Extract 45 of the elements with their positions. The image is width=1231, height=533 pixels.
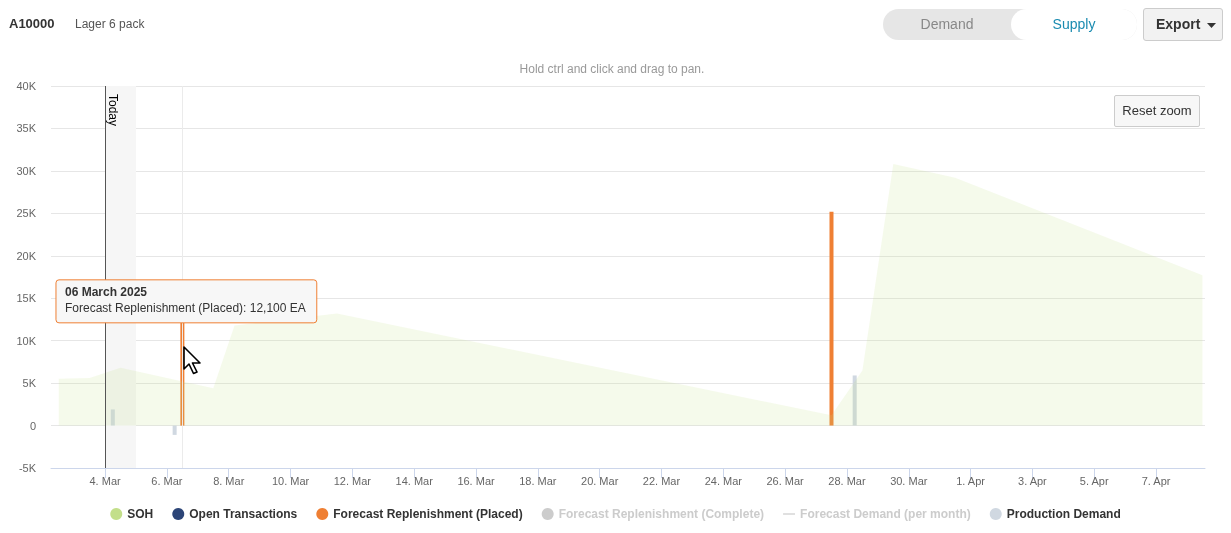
legend-label: Production Demand — [1006, 507, 1121, 521]
x-tick-label: 28. Mar — [828, 474, 866, 487]
bar — [172, 425, 177, 435]
x-tick-label: 3. Apr — [1018, 474, 1048, 487]
y-tick-label: 0 — [29, 419, 36, 432]
y-tick-label: 40K — [16, 80, 37, 92]
y-tick-label: -5K — [18, 462, 37, 474]
y-tick-label: 15K — [16, 292, 37, 305]
legend-label: SOH — [127, 507, 154, 521]
x-tick-label: 12. Mar — [333, 474, 372, 487]
y-tick-label: 5K — [22, 377, 37, 390]
x-tick-label: 16. Mar — [457, 474, 495, 487]
x-tick-label: 26. Mar — [766, 474, 805, 487]
text: Hold ctrl and click and drag to pan. — [518, 62, 706, 76]
x-tick-label: 8. Mar — [213, 474, 245, 487]
x-tick-label: 6. Mar — [151, 474, 183, 487]
bar — [852, 375, 857, 426]
bar — [110, 409, 115, 426]
x-tick-label: 24. Mar — [704, 474, 743, 487]
bar — [829, 211, 834, 426]
x-tick-label: 10. Mar — [271, 474, 310, 487]
x-tick-label: 22. Mar — [642, 474, 681, 487]
annotation: Forecast Replenishment (Placed): 12,100 EA — [64, 300, 306, 315]
reset-zoom-button: Reset zoom — [1114, 95, 1200, 127]
y-tick-label: 25K — [16, 207, 37, 220]
x-tick-label: 4. Mar — [89, 474, 122, 487]
x-tick-label: 1. Apr — [956, 474, 986, 487]
y-tick-label: 20K — [16, 249, 37, 262]
chart-title: A10000 — [9, 16, 55, 31]
x-tick-label: 30. Mar — [890, 474, 928, 487]
legend-label: Forecast Replenishment (Placed) — [333, 507, 523, 521]
annotation: 06 March 2025 — [64, 284, 148, 299]
x-tick-label: 18. Mar — [519, 474, 557, 487]
export-button: Export — [1143, 8, 1223, 41]
x-tick-label: 20. Mar — [581, 474, 619, 487]
y-tick-label: 30K — [16, 164, 37, 177]
y-tick-label: 35K — [16, 122, 37, 135]
x-tick-label: 5. Apr — [1079, 474, 1109, 487]
x-tick-label: 14. Mar — [395, 474, 434, 487]
chart-subtitle: Lager 6 pack — [75, 17, 145, 31]
legend-label: Open Transactions — [189, 507, 298, 521]
y-tick-label: 10K — [16, 334, 37, 347]
ref-line-label: Today — [106, 94, 121, 127]
view-toggle: Demand Supply — [883, 9, 1137, 40]
x-tick-label: 7. Apr — [1141, 474, 1171, 487]
